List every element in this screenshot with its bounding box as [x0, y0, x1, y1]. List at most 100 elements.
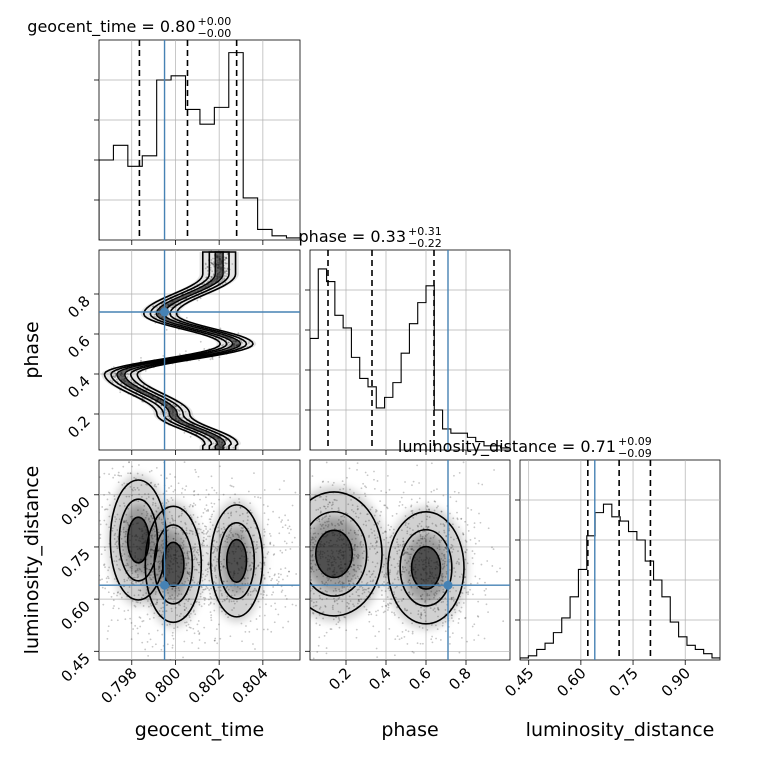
sample-point [393, 558, 395, 560]
sample-point [121, 555, 124, 557]
sample-point [325, 631, 328, 634]
sample-point [103, 472, 106, 475]
sample-point [393, 578, 396, 581]
sample-point [433, 607, 436, 610]
sample-point [207, 269, 209, 272]
sample-point [189, 619, 192, 622]
sample-point [373, 514, 376, 517]
sample-point [194, 468, 197, 471]
sample-point [157, 565, 160, 568]
sample-point [410, 553, 412, 556]
sample-point [114, 543, 117, 545]
sample-point [228, 530, 231, 533]
sample-point [230, 600, 233, 603]
sample-point [305, 558, 307, 560]
sample-point [354, 577, 357, 580]
sample-point [157, 548, 160, 551]
sample-point [452, 586, 455, 589]
sample-point [418, 482, 420, 484]
sample-point [386, 596, 389, 598]
sample-point [359, 564, 362, 567]
sample-point [126, 373, 129, 375]
sample-point [322, 617, 324, 620]
sample-point [263, 591, 265, 594]
sample-point [326, 576, 329, 579]
sample-point [204, 597, 207, 600]
sample-point [305, 631, 307, 633]
sample-point [145, 567, 148, 570]
sample-point [311, 587, 314, 590]
sample-point [165, 328, 168, 331]
sample-point [145, 592, 148, 595]
sample-point [356, 575, 359, 578]
contour-level-2 [399, 528, 453, 607]
sample-point [187, 572, 190, 575]
sample-point [353, 545, 356, 547]
sample-point [226, 270, 228, 272]
sample-point [312, 536, 315, 539]
sample-point [227, 344, 229, 347]
sample-point [247, 342, 250, 344]
histogram-panel-luminosity_distance-frame [519, 459, 721, 661]
sample-point [263, 577, 266, 579]
sample-point [240, 526, 243, 529]
sample-point [295, 562, 297, 564]
tick-label-x-phase: 0.2 [325, 664, 355, 694]
sample-point [191, 533, 194, 535]
sample-point [434, 524, 437, 526]
sample-point [355, 533, 357, 536]
sample-point [135, 569, 138, 572]
sample-point [325, 515, 328, 517]
sample-point [382, 600, 385, 603]
sample-point [456, 604, 458, 606]
sample-point [361, 581, 363, 583]
sample-point [435, 525, 438, 527]
sample-point [123, 519, 126, 522]
sample-point [192, 502, 195, 505]
sample-point [251, 590, 254, 593]
sample-point [209, 437, 212, 440]
sample-point [450, 617, 453, 619]
sample-point [300, 552, 302, 554]
sample-point [409, 557, 412, 560]
sample-point [455, 562, 458, 565]
sample-point [354, 512, 357, 515]
sample-point [198, 639, 201, 641]
sample-point [364, 495, 367, 498]
panel-title-minus: −0.00 [198, 27, 232, 40]
sample-point [204, 525, 206, 528]
sample-point [153, 542, 156, 545]
sample-point [376, 562, 379, 565]
contour-level-3 [126, 516, 150, 564]
sample-point [139, 589, 142, 592]
sample-point [278, 532, 281, 535]
sample-point [138, 489, 140, 491]
sample-point [477, 482, 480, 485]
sample-point [128, 495, 131, 498]
sample-point [139, 625, 142, 628]
sample-point [103, 494, 105, 496]
sample-point [253, 472, 255, 475]
sample-point [357, 564, 359, 567]
sample-point [298, 595, 300, 597]
sample-point [149, 638, 152, 641]
sample-point [461, 532, 464, 535]
sample-point [301, 530, 303, 532]
sample-point [155, 511, 158, 513]
sample-point [141, 580, 144, 583]
sample-point [150, 548, 153, 551]
sample-point [420, 614, 423, 617]
sample-point [195, 557, 198, 560]
sample-point [167, 414, 169, 417]
sample-point [125, 513, 128, 516]
sample-point [189, 435, 192, 438]
sample-point [236, 600, 238, 603]
sample-point [198, 563, 201, 566]
sample-point [416, 542, 419, 545]
sample-point [228, 600, 231, 603]
sample-point [262, 590, 265, 592]
sample-point [192, 513, 195, 516]
sample-point [428, 594, 431, 597]
sample-point [169, 595, 171, 598]
sample-point [249, 551, 252, 554]
